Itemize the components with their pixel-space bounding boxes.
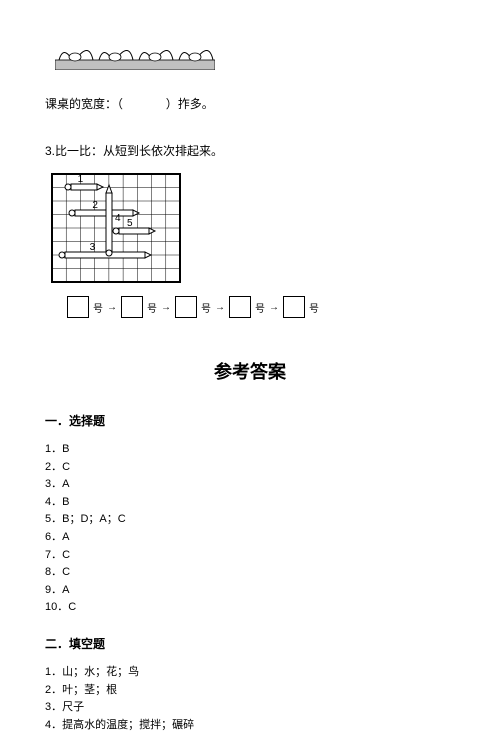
sequence-row: 号 → 号 → 号 → 号 → 号	[67, 296, 455, 318]
answer-item: 1．B	[45, 441, 455, 459]
q2-text-before: 课桌的宽度：（	[45, 97, 123, 111]
answer-title: 参考答案	[45, 358, 455, 384]
svg-text:3: 3	[90, 242, 96, 253]
answer-item: 3．A	[45, 476, 455, 494]
answer-item: 2．叶；茎；根	[45, 682, 455, 700]
answer-item: 1．山；水；花；鸟	[45, 664, 455, 682]
q2-blank	[123, 97, 166, 111]
answer-item: 6．A	[45, 529, 455, 547]
section2-answers: 1．山；水；花；鸟2．叶；茎；根3．尺子4．提高水的温度；搅拌；碾碎	[45, 664, 455, 734]
sequence-box	[229, 296, 251, 318]
arrow-icon: →	[215, 302, 225, 313]
answer-item: 4．提高水的温度；搅拌；碾碎	[45, 717, 455, 734]
svg-text:2: 2	[92, 200, 98, 211]
sequence-box	[121, 296, 143, 318]
sequence-suffix: 号	[309, 300, 319, 315]
sequence-suffix: 号	[93, 300, 103, 315]
grid-figure: 1 2 5 3 4	[51, 173, 455, 286]
hand-spans-figure	[55, 40, 455, 73]
section1-title: 一．选择题	[45, 412, 455, 429]
answer-item: 3．尺子	[45, 699, 455, 717]
question-2-line: 课桌的宽度：（ ）拃多。	[45, 95, 455, 112]
sequence-suffix: 号	[147, 300, 157, 315]
answer-item: 7．C	[45, 547, 455, 565]
svg-text:1: 1	[78, 174, 84, 185]
q3-text: 3.比一比：从短到长依次排起来。	[45, 144, 223, 158]
sequence-suffix: 号	[255, 300, 265, 315]
section1-answers: 1．B2．C3．A4．B5．B；D；A；C6．A7．C8．C9．A10．C	[45, 441, 455, 617]
answer-item: 10．C	[45, 599, 455, 617]
arrow-icon: →	[161, 302, 171, 313]
answer-item: 9．A	[45, 582, 455, 600]
arrow-icon: →	[107, 302, 117, 313]
answer-item: 8．C	[45, 564, 455, 582]
sequence-suffix: 号	[201, 300, 211, 315]
arrow-icon: →	[269, 302, 279, 313]
svg-text:5: 5	[127, 218, 133, 229]
sequence-box	[283, 296, 305, 318]
sequence-box	[67, 296, 89, 318]
sequence-box	[175, 296, 197, 318]
answer-item: 2．C	[45, 459, 455, 477]
question-3-line: 3.比一比：从短到长依次排起来。	[45, 142, 455, 159]
q2-text-after: ）拃多。	[166, 97, 214, 111]
answer-item: 4．B	[45, 494, 455, 512]
answer-item: 5．B；D；A；C	[45, 511, 455, 529]
svg-text:4: 4	[115, 213, 121, 224]
section2-title: 二．填空题	[45, 635, 455, 652]
